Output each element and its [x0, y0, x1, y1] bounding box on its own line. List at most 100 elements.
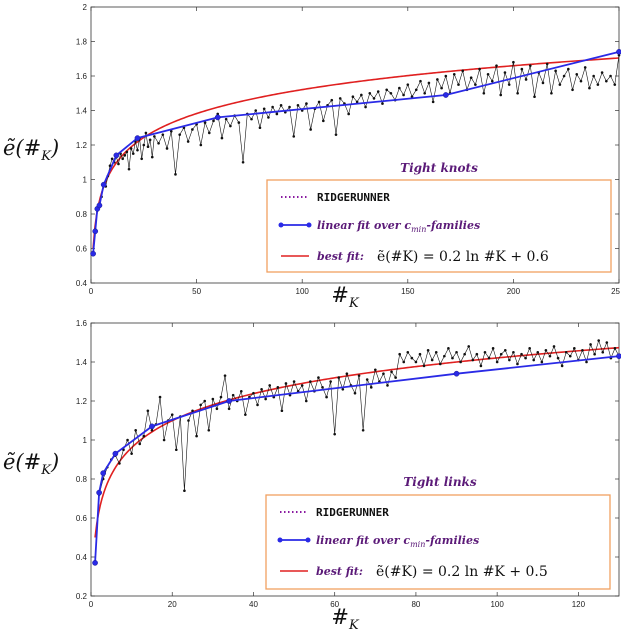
ridgerunner-point — [345, 372, 349, 376]
ridgerunner-point — [562, 74, 566, 78]
linear-fit-line — [92, 50, 620, 254]
ridgerunner-point — [231, 393, 235, 397]
chart-panel-2: 0.2 0.4 0.6 0.8 1 1.2 1.4 1.6 0 20 40 60 80 100 120 ẽ(#… — [3, 319, 621, 631]
ridgerunner-point — [487, 356, 491, 360]
ridgerunner-point — [609, 74, 612, 78]
ridgerunner-line — [94, 339, 620, 563]
ridgerunner-point — [309, 128, 312, 131]
linear-fit-point — [442, 92, 449, 98]
ridgerunner-point — [138, 442, 142, 446]
ridgerunner-point — [215, 407, 219, 411]
ridgerunner-point — [422, 364, 426, 368]
legend-linear-marker — [305, 537, 311, 543]
ridgerunner-point — [592, 74, 595, 78]
x-tick-label: 150 — [401, 287, 415, 296]
y-tick-label: 0.6 — [76, 245, 88, 254]
y-tick-label: 0.4 — [76, 279, 88, 288]
ridgerunner-point — [552, 345, 556, 348]
ridgerunner-point — [304, 399, 308, 403]
ridgerunner-point — [457, 83, 460, 86]
legend-box — [265, 494, 611, 590]
ridgerunner-point — [254, 109, 258, 112]
ridgerunner-point — [593, 352, 596, 356]
ridgerunner-point — [438, 362, 442, 366]
ridgerunner-point — [588, 86, 591, 90]
ridgerunner-point — [524, 78, 528, 81]
x-tick-label: 100 — [490, 600, 504, 609]
ridgerunner-point — [357, 374, 361, 377]
ridgerunner-point — [130, 452, 133, 455]
ridgerunner-point — [183, 489, 186, 493]
x-tick-label: 40 — [249, 600, 258, 609]
ridgerunner-point — [191, 128, 194, 131]
ridgerunner-point — [410, 356, 414, 360]
linear-fit-line — [94, 355, 620, 563]
best-fit-curve — [92, 57, 620, 249]
ridgerunner-point — [402, 360, 406, 364]
ridgerunner-point — [444, 74, 448, 78]
ridgerunner-point — [386, 384, 389, 387]
y-tick-label: 0.8 — [76, 475, 88, 484]
ridgerunner-point — [434, 350, 438, 354]
y-tick-label: 2 — [83, 3, 88, 12]
ridgerunner-point — [512, 350, 515, 354]
ridgerunner-point — [252, 391, 255, 395]
ridgerunner-point — [321, 386, 324, 389]
linear-fit-point — [92, 228, 99, 235]
ridgerunner-point — [528, 347, 531, 350]
ridgerunner-point — [126, 438, 129, 442]
ridgerunner-point — [372, 97, 376, 100]
y-tick-label: 0.6 — [76, 514, 88, 523]
legend-ridge-label: RIDGERUNNER — [317, 191, 390, 204]
ridgerunner-point — [402, 93, 405, 97]
legend-equation: ẽ(#K) = 0.2 ln #K + 0.5 — [376, 564, 548, 580]
ridgerunner-point — [153, 135, 156, 138]
ridgerunner-point — [459, 360, 462, 364]
ridgerunner-point — [374, 368, 377, 372]
ridgerunner-point — [536, 350, 540, 354]
plot-frame — [90, 322, 620, 597]
ridgerunner-point — [605, 341, 609, 344]
ridgerunner-point — [491, 347, 495, 350]
legend-linear-label: linear fit over cmin-families — [317, 219, 480, 234]
legend-ridge-label: RIDGERUNNER — [316, 506, 389, 519]
y-tick-label: 1.8 — [76, 38, 88, 47]
ridgerunner-point — [575, 72, 579, 76]
ridgerunner-point — [127, 167, 131, 171]
ridgerunner-point — [600, 71, 604, 74]
linear-fit-point — [453, 370, 460, 377]
ridgerunner-point — [322, 119, 325, 123]
ridgerunner-point — [305, 102, 308, 105]
ridgerunner-point — [250, 117, 253, 121]
ridgerunner-point — [186, 140, 190, 143]
x-tick-label: 0 — [89, 600, 94, 609]
ridgerunner-point — [157, 141, 160, 145]
ridgerunner-point — [544, 349, 548, 352]
ridgerunner-point — [503, 349, 507, 352]
ridgerunner-point — [520, 67, 524, 71]
chart-panel-1: 0.4 0.6 0.8 1 1.2 1.4 1.6 1.8 2 0 50 100 150 200 25 ẽ(#… — [3, 3, 621, 311]
ridgerunner-point — [280, 409, 284, 413]
ridgerunner-point — [560, 364, 564, 368]
ridgerunner-point — [129, 147, 133, 150]
ridgerunner-point — [406, 83, 410, 86]
ridgerunner-point — [118, 462, 121, 465]
ridgerunner-point — [207, 428, 211, 432]
ridgerunner-point — [554, 69, 557, 73]
ridgerunner-point — [330, 98, 334, 102]
ridgerunner-point — [150, 155, 154, 159]
ridgerunner-point — [142, 434, 146, 438]
ridgerunner-point — [292, 380, 296, 383]
ridgerunner-point — [443, 354, 446, 358]
y-tick-label: 1.4 — [76, 358, 88, 367]
ridgerunner-point — [482, 91, 486, 95]
ridgerunner-point — [613, 83, 617, 86]
ridgerunner-point — [134, 428, 137, 432]
ridgerunner-point — [389, 91, 393, 95]
ridgerunner-point — [495, 360, 499, 364]
ridgerunner-point — [148, 138, 152, 142]
ridgerunner-point — [430, 358, 434, 362]
ridgerunner-point — [368, 91, 372, 95]
ridgerunner-point — [451, 356, 454, 360]
